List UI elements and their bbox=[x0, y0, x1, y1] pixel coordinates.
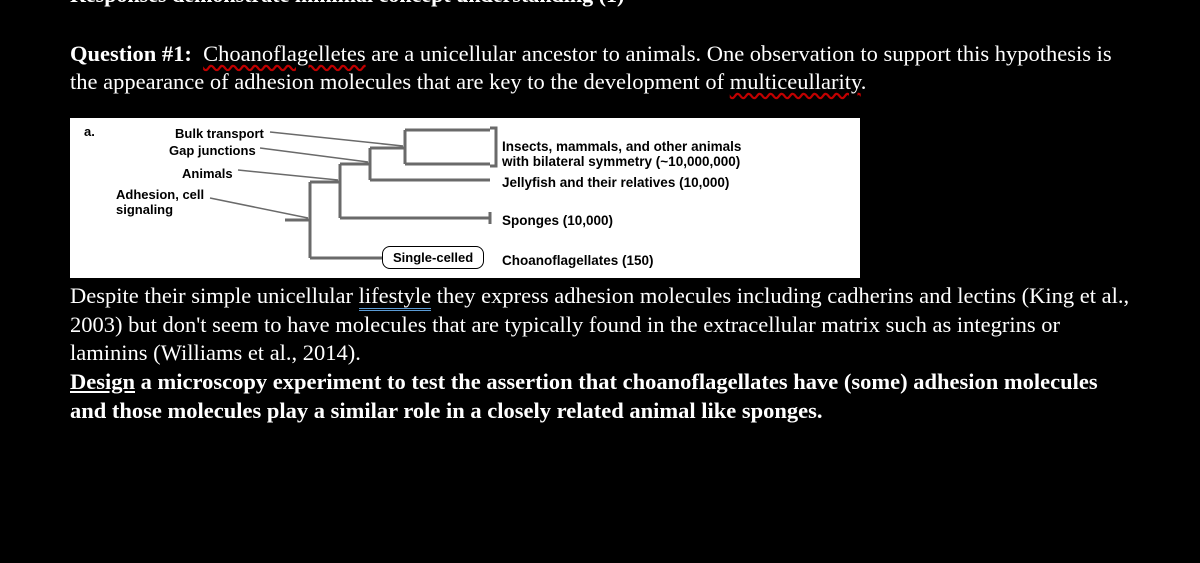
label-adhesion: Adhesion, cell signaling bbox=[116, 188, 204, 217]
word-design: Design bbox=[70, 369, 135, 394]
misspelled-multiceullarity: multiceullarity bbox=[730, 69, 861, 94]
cutoff-heading: Responses demonstrate minimal concept un… bbox=[70, 0, 1130, 8]
label-adhesion-l2: signaling bbox=[116, 202, 173, 217]
label-bulk-transport: Bulk transport bbox=[175, 126, 264, 141]
tip-insects-l2: with bilateral symmetry (~10,000,000) bbox=[502, 154, 740, 169]
tip-insects: Insects, mammals, and other animals with… bbox=[502, 140, 741, 170]
label-adhesion-l1: Adhesion, cell bbox=[116, 187, 204, 202]
word-lifestyle: lifestyle bbox=[359, 283, 431, 311]
tip-insects-l1: Insects, mammals, and other animals bbox=[502, 139, 741, 154]
after-text-1: Despite their simple unicellular bbox=[70, 283, 359, 308]
bold-prompt: a microscopy experiment to test the asse… bbox=[70, 369, 1098, 423]
question-label: Question #1: bbox=[70, 41, 192, 66]
single-celled-box: Single-celled bbox=[382, 246, 484, 269]
misspelled-choanoflagelletes: Choanoflagelletes bbox=[203, 41, 365, 66]
question-text-2: . bbox=[861, 69, 867, 94]
tip-sponges: Sponges (10,000) bbox=[502, 214, 613, 229]
label-gap-junctions: Gap junctions bbox=[169, 143, 256, 158]
tip-jellyfish: Jellyfish and their relatives (10,000) bbox=[502, 176, 729, 191]
question-paragraph: Question #1: Choanoflagelletes are a uni… bbox=[70, 40, 1130, 96]
tip-choanoflagellates: Choanoflagellates (150) bbox=[502, 254, 654, 269]
phylogeny-figure: a. bbox=[70, 118, 860, 278]
label-animals: Animals bbox=[182, 166, 233, 181]
after-figure-paragraph: Despite their simple unicellular lifesty… bbox=[70, 282, 1130, 425]
